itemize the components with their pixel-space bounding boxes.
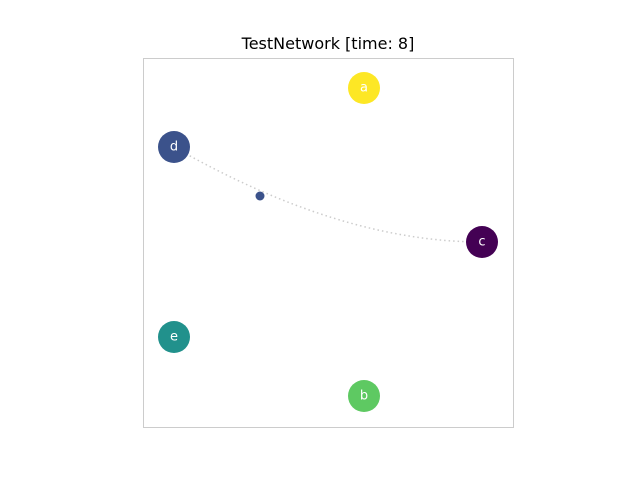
figure-title: TestNetwork [time: 8] [241,34,415,53]
node-b-circle [348,380,380,412]
node-a: a [348,72,380,104]
node-c-circle [466,226,498,258]
node-a-circle [348,72,380,104]
edge-packet [255,191,265,201]
plot-frame [143,58,514,428]
nodes-layer: a b c d e [158,72,498,412]
node-b-label: b [360,389,368,404]
node-e-label: e [170,330,178,345]
node-d-label: d [170,140,178,155]
node-d-circle [158,131,190,163]
node-a-label: a [360,81,368,96]
node-b: b [348,380,380,412]
edges-layer [173,146,483,243]
node-c-label: c [478,235,485,250]
edge-d-c [173,146,483,243]
node-e-circle [158,321,190,353]
node-c: c [466,226,498,258]
node-e: e [158,321,190,353]
node-d: d [158,131,190,163]
